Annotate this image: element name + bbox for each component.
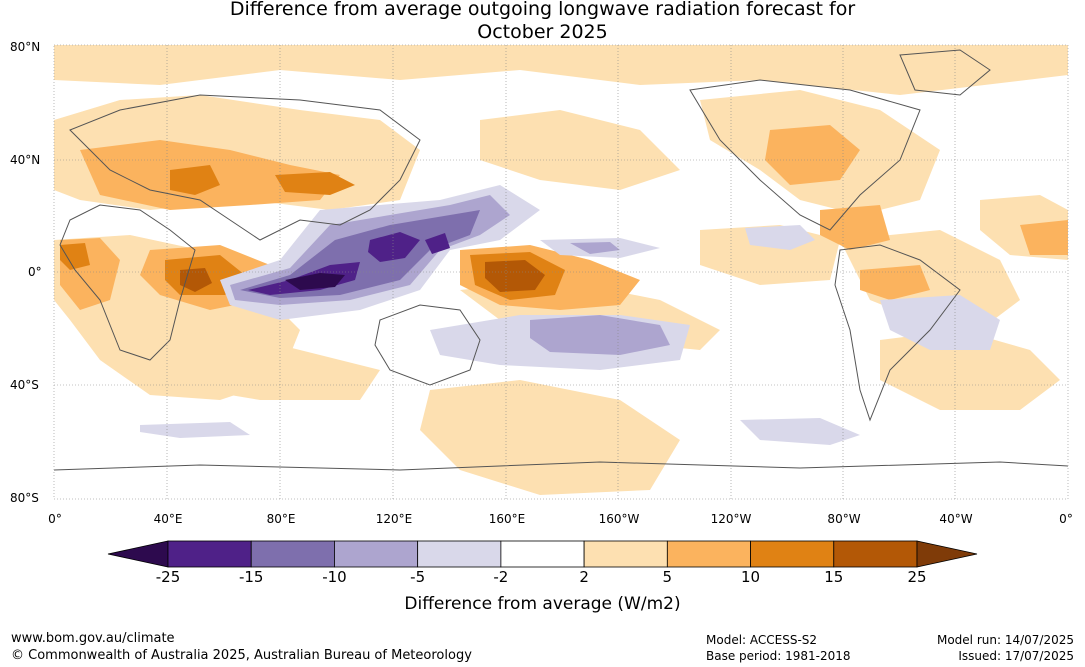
colorbar-tick-label: 15	[824, 568, 844, 586]
map-title-line-1: Difference from average outgoing longwav…	[229, 0, 856, 20]
china-strong	[275, 172, 355, 195]
lon-label-0: 0°	[48, 512, 62, 526]
negative-anomaly-extreme	[285, 273, 345, 290]
colorbar-tick-label: -25	[155, 568, 181, 586]
indian-ocean-extreme	[285, 273, 345, 290]
footer-issued: Issued: 17/07/2025	[958, 649, 1074, 663]
lat-label-equator: 0°	[28, 265, 42, 279]
atlantic-light	[880, 295, 1000, 350]
colorbar-tick-label: -5	[410, 568, 426, 586]
lat-label-40s: 40°S	[10, 378, 39, 392]
caribbean-positive	[820, 205, 890, 250]
eurasia-coast	[69, 94, 421, 241]
south-america-coast	[834, 244, 961, 422]
south-pacific-medium	[530, 315, 670, 355]
footer-model: Model: ACCESS-S2	[706, 633, 818, 647]
colorbar-tick-label: -2	[493, 568, 509, 586]
southern-ocean-light	[740, 418, 860, 445]
southern-indian-light	[140, 422, 250, 438]
pacific-warm-pool-peak	[425, 233, 450, 254]
maritime-continent-strong	[240, 210, 480, 298]
colorbar-tick-label: 5	[662, 568, 673, 586]
colorbar-tick-label: 25	[907, 568, 927, 586]
footer-website: www.bom.gov.au/climate	[11, 631, 175, 646]
greenland-coast	[899, 49, 991, 96]
equatorial-pacific-peak	[485, 260, 545, 292]
colorbar-tick-label: 10	[741, 568, 761, 586]
lat-label-80n: 80°N	[10, 40, 41, 54]
philippines-peak	[368, 232, 420, 262]
africa-coast	[59, 204, 196, 361]
footer-copyright: © Commonwealth of Australia 2025, Austra…	[11, 648, 472, 663]
west-africa-strong	[60, 243, 90, 270]
footer-model-run: Model run: 14/07/2025	[936, 633, 1074, 647]
lon-label-120e: 120°E	[375, 512, 413, 526]
footer-base-period: Base period: 1981-2018	[706, 649, 851, 663]
atlantic-medium	[1020, 220, 1068, 255]
south-america-medium	[860, 265, 930, 300]
lon-label-120w: 120°W	[710, 512, 752, 526]
lon-label-80e: 80°E	[266, 512, 296, 526]
australia-coast	[374, 304, 481, 386]
anomaly-field	[54, 45, 1068, 499]
negative-anomaly-strong	[240, 210, 480, 298]
graticule	[54, 45, 1068, 499]
north-pacific-positive	[480, 110, 680, 190]
north-america-medium	[765, 125, 860, 185]
map-title-line-2: October 2025	[477, 21, 608, 43]
lat-label-80s: 80°S	[10, 491, 39, 505]
pacific-itcz-medium	[570, 242, 620, 254]
central-asia-strong	[170, 165, 220, 195]
colorbar-tick-label: -15	[238, 568, 264, 586]
lon-label-0-east: 0°	[1059, 512, 1073, 526]
lon-label-40e: 40°E	[153, 512, 183, 526]
colorbar-tick-label: 2	[579, 568, 589, 586]
central-america-light	[745, 225, 815, 250]
antarctica-coast	[54, 461, 1068, 471]
coastlines	[54, 49, 1068, 471]
north-america-coast	[689, 79, 921, 231]
arctic-band	[54, 45, 1068, 95]
southern-indian-positive	[140, 330, 380, 400]
southern-atlantic-positive	[880, 330, 1060, 410]
lon-label-160w: 160°W	[598, 512, 640, 526]
colorbar-label: Difference from average (W/m2)	[404, 594, 681, 614]
map-frame	[53, 44, 1069, 500]
lat-label-40n: 40°N	[10, 153, 41, 167]
lon-label-40w: 40°W	[939, 512, 973, 526]
colorbar-tick-label: -10	[322, 568, 347, 586]
lon-label-160e: 160°E	[488, 512, 526, 526]
lon-label-80w: 80°W	[827, 512, 861, 526]
